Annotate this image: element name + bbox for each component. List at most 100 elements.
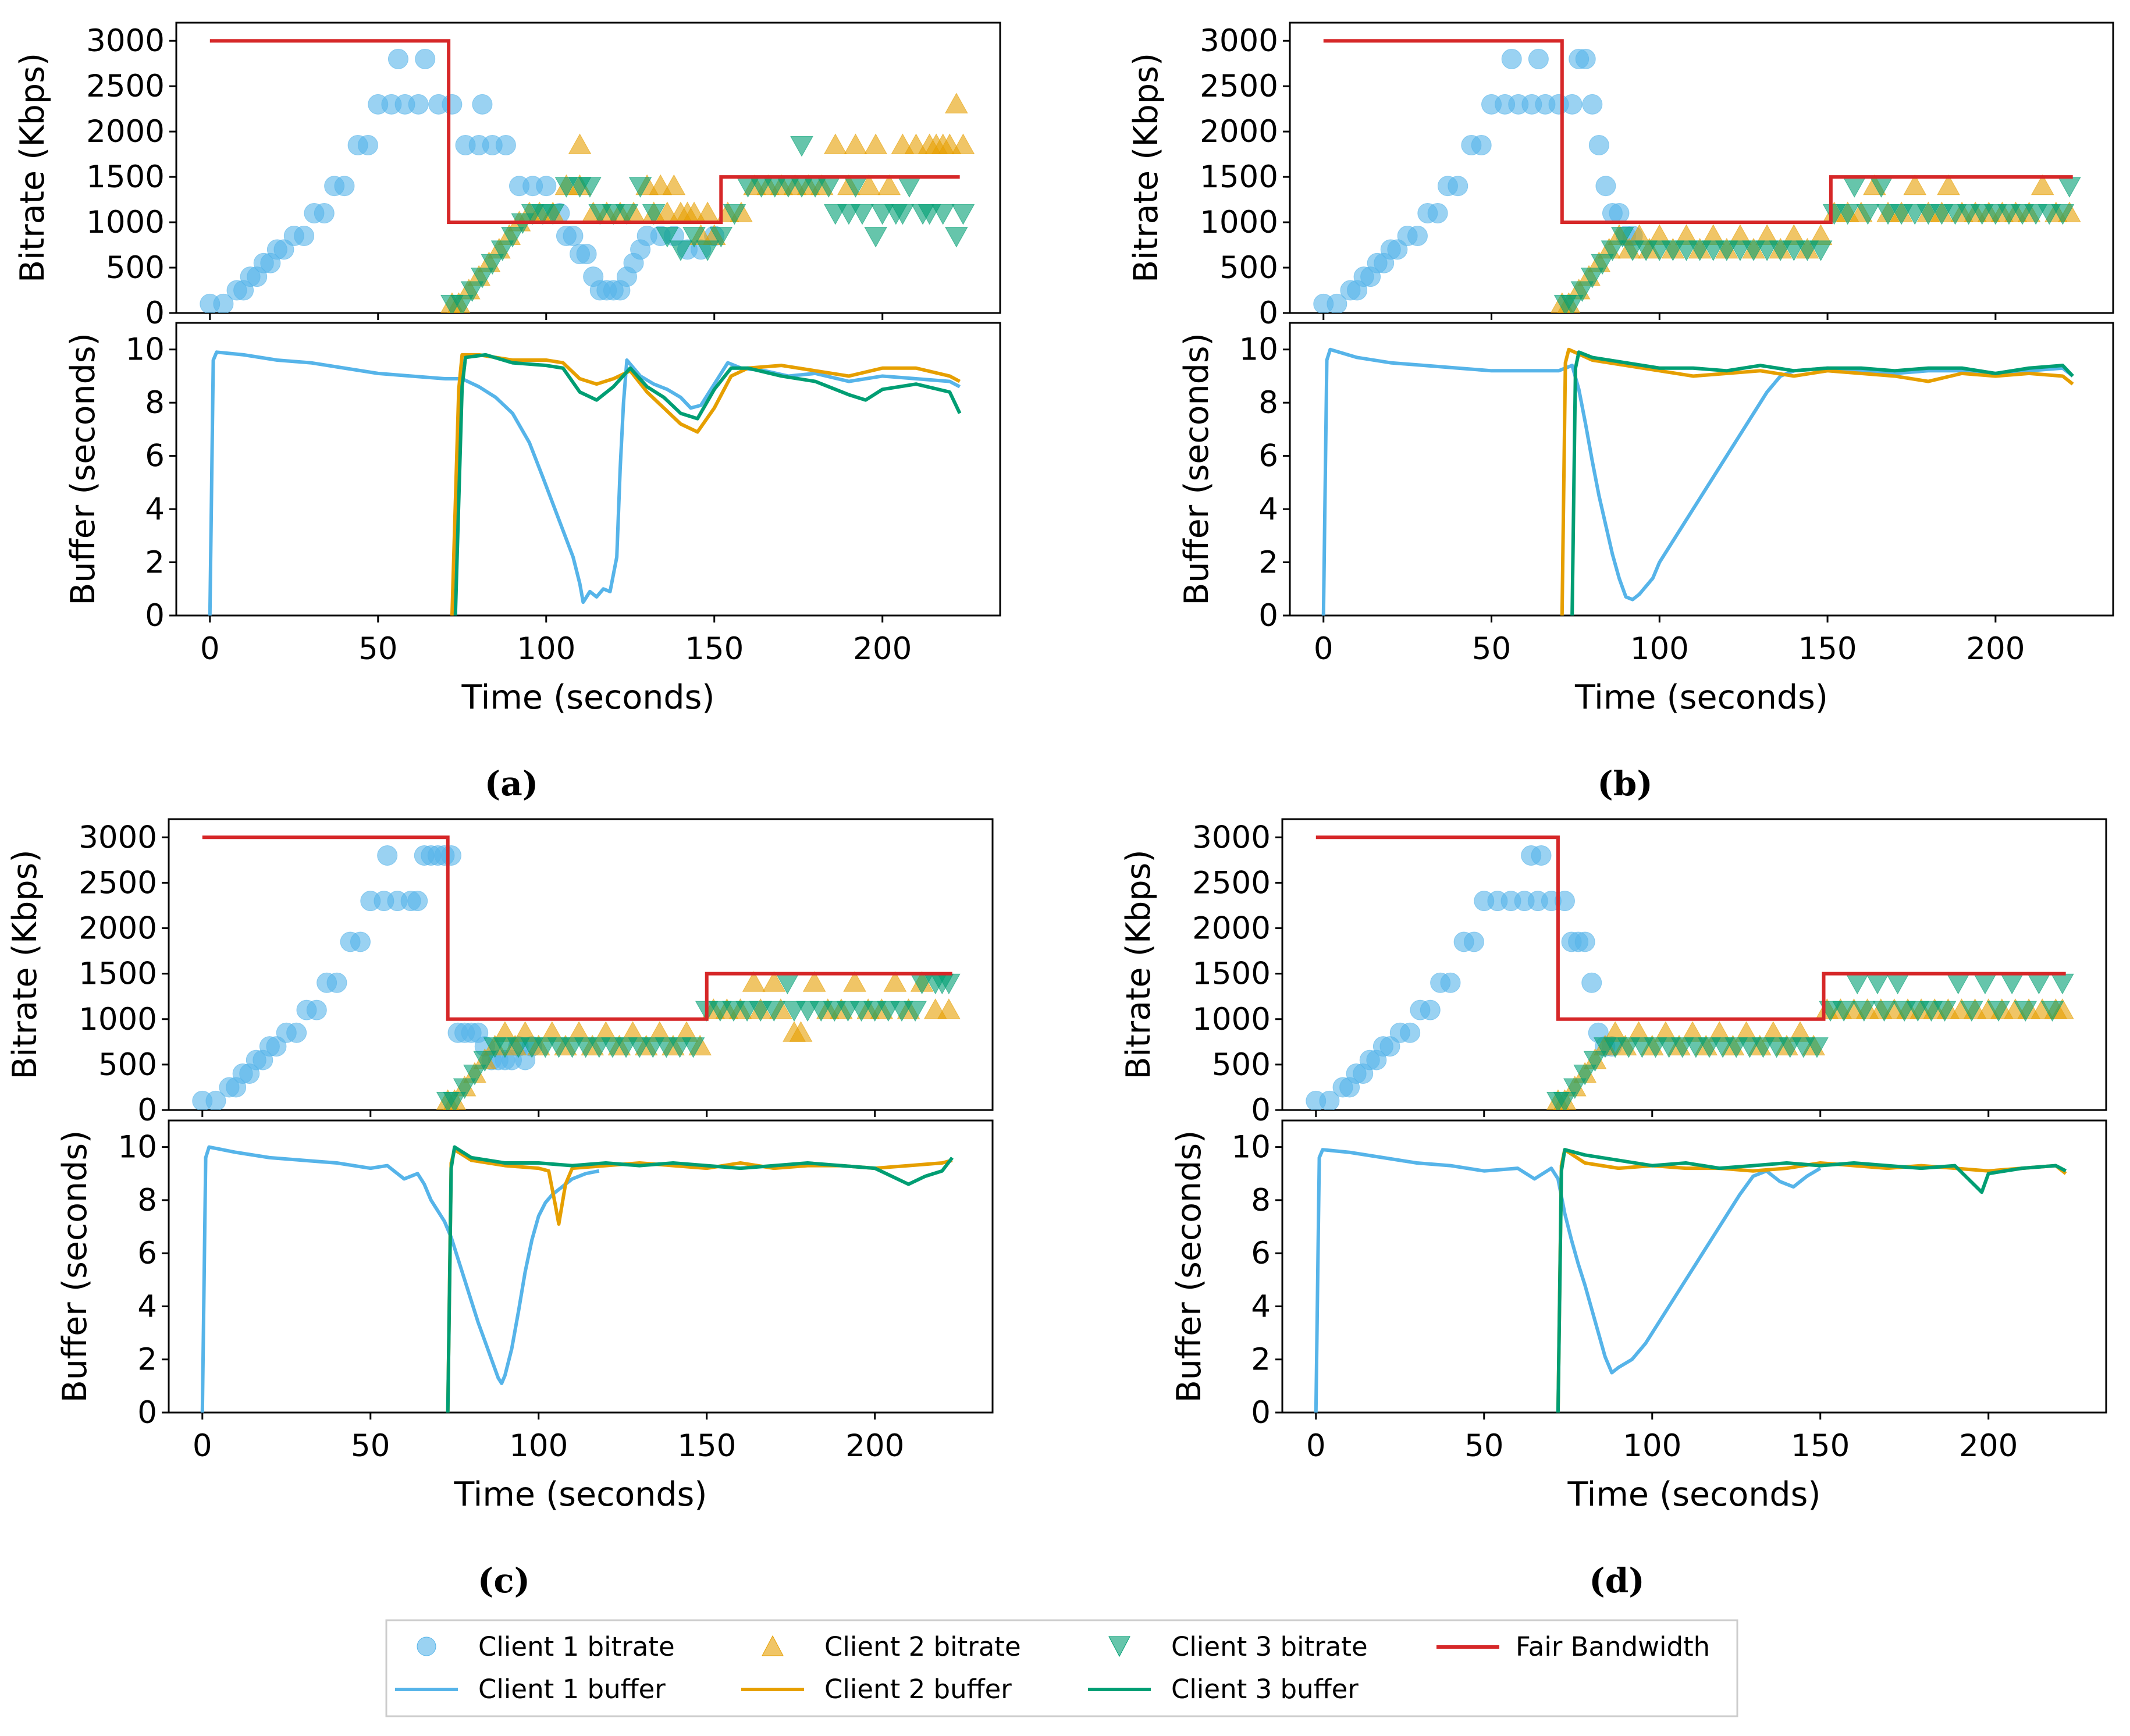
- client3-bitrate-point: [1805, 1037, 1829, 1058]
- client1-bitrate-point: [472, 94, 493, 115]
- client3-bitrate-point: [1933, 1001, 1957, 1022]
- x-axis-label: Time (seconds): [453, 1475, 707, 1514]
- client1-bitrate-point: [415, 48, 436, 69]
- buffer-y-tick-label: 4: [1258, 492, 1278, 527]
- client2-bitrate-point: [802, 971, 826, 992]
- client1-bitrate-point: [1595, 176, 1616, 197]
- client1-bitrate-point: [442, 94, 463, 115]
- client3-bitrate-point: [723, 204, 746, 225]
- buffer-axes-frame: [168, 1119, 994, 1414]
- client3-bitrate-point: [851, 204, 874, 225]
- client3-bitrate-point: [1946, 973, 1970, 995]
- bitrate-axes-frame: [1281, 818, 2107, 1111]
- client3-bitrate-point: [1583, 1051, 1607, 1072]
- x-tick-label: 150: [1798, 631, 1857, 667]
- caption-d: (d): [1589, 1561, 1644, 1600]
- buffer-plot-area: [208, 350, 962, 616]
- bitrate-y-axis-label: Bitrate (Kbps): [1119, 849, 1158, 1079]
- client1-buffer-line: [208, 350, 961, 616]
- legend-client1-buffer-label: Client 1 buffer: [478, 1674, 666, 1705]
- buffer-y-tick-label: 4: [145, 492, 165, 527]
- client1-bitrate-point: [334, 176, 355, 197]
- client2-bitrate-point: [2031, 174, 2054, 195]
- bitrate-y-tick-label: 1000: [86, 205, 165, 240]
- client1-bitrate-point: [294, 225, 315, 246]
- client1-bitrate-point: [1609, 202, 1630, 223]
- client3-bitrate-point: [904, 1001, 927, 1022]
- client1-buffer-line: [1314, 1148, 1822, 1413]
- x-axis-label: Time (seconds): [1567, 1475, 1820, 1514]
- client1-bitrate-point: [1440, 972, 1461, 993]
- bitrate-y-tick-label: 2000: [79, 911, 157, 947]
- buffer-y-tick-label: 4: [137, 1289, 157, 1324]
- client3-bitrate-point: [481, 254, 504, 275]
- bitrate-y-tick-label: 1500: [1200, 159, 1278, 195]
- bitrate-axes-frame: [175, 22, 1001, 314]
- bitrate-y-tick-label: 0: [1251, 1093, 1271, 1128]
- legend-client2-bitrate-label: Client 2 bitrate: [824, 1631, 1021, 1662]
- client3-bitrate-point: [2000, 973, 2024, 995]
- client1-bitrate-point: [563, 225, 584, 246]
- client3-bitrate-point: [682, 226, 706, 248]
- client3-bitrate-point: [471, 268, 494, 289]
- client1-bitrate-point: [1528, 48, 1549, 69]
- x-tick-label: 200: [853, 631, 912, 667]
- client3-bitrate-point: [1809, 240, 1833, 261]
- client3-bitrate-point: [1610, 226, 1634, 248]
- client3-buffer-line: [446, 1145, 954, 1413]
- client1-bitrate-point: [1319, 1090, 1340, 1110]
- client3-bitrate-point: [443, 1091, 467, 1110]
- client1-bitrate-point: [326, 972, 347, 993]
- client1-bitrate-point: [576, 244, 597, 265]
- buffer-y-tick-label: 10: [118, 1130, 157, 1165]
- bitrate-y-tick-label: 500: [98, 1047, 157, 1083]
- client3-bitrate-point: [1563, 1078, 1587, 1099]
- client1-bitrate-point: [1575, 48, 1596, 69]
- client3-bitrate-point: [501, 226, 524, 248]
- buffer-axes-frame: [175, 322, 1001, 617]
- x-tick-label: 150: [677, 1428, 736, 1464]
- client1-bitrate-point: [1471, 135, 1492, 156]
- legend-client3-bitrate-label: Client 3 bitrate: [1171, 1631, 1368, 1662]
- client3-bitrate-point: [1973, 973, 1997, 995]
- bitrate-y-tick-label: 2500: [1192, 865, 1271, 901]
- client3-bitrate-point: [615, 204, 639, 225]
- client3-bitrate-point: [2027, 973, 2051, 995]
- x-tick-label: 0: [200, 631, 220, 667]
- client3-bitrate-point: [1843, 177, 1866, 198]
- client3-bitrate-point: [460, 281, 484, 303]
- client1-bitrate-point: [440, 845, 461, 866]
- legend-frame: [385, 1619, 1738, 1717]
- client1-bitrate-point: [213, 293, 234, 313]
- caption-b: (b): [1597, 764, 1652, 803]
- buffer-axes-frame: [1281, 1119, 2107, 1414]
- client3-bitrate-point: [655, 226, 679, 248]
- bitrate-y-tick-label: 2000: [86, 114, 165, 150]
- client3-bitrate-point: [2040, 1001, 2064, 1022]
- x-tick-label: 200: [845, 1428, 904, 1464]
- client3-bitrate-point: [1836, 204, 1859, 225]
- client1-bitrate-point: [536, 176, 557, 197]
- x-tick-label: 50: [1472, 631, 1511, 667]
- bitrate-axes-frame: [168, 818, 994, 1111]
- client3-bitrate-point: [1866, 973, 1889, 995]
- client1-bitrate-point: [408, 94, 429, 115]
- client3-bitrate-point: [1856, 204, 1880, 225]
- fair-bandwidth-line: [209, 39, 960, 225]
- client1-bitrate-point: [1420, 999, 1441, 1020]
- legend: Client 1 bitrate Client 2 bitrate Client…: [385, 1619, 1738, 1717]
- client3-bitrate-point: [1570, 281, 1594, 303]
- buffer-y-tick-label: 0: [1258, 598, 1278, 634]
- legend-client3-bitrate-marker: [1108, 1636, 1130, 1657]
- client3-bitrate-point: [709, 226, 733, 248]
- client3-bitrate-point: [681, 1037, 705, 1058]
- client2-bitrate-point: [1903, 174, 1927, 195]
- x-tick-label: 0: [193, 1428, 212, 1464]
- legend-fair-bandwidth-label: Fair Bandwidth: [1516, 1631, 1710, 1662]
- client2-bitrate-point: [1937, 174, 1960, 195]
- client3-bitrate-point: [945, 226, 968, 248]
